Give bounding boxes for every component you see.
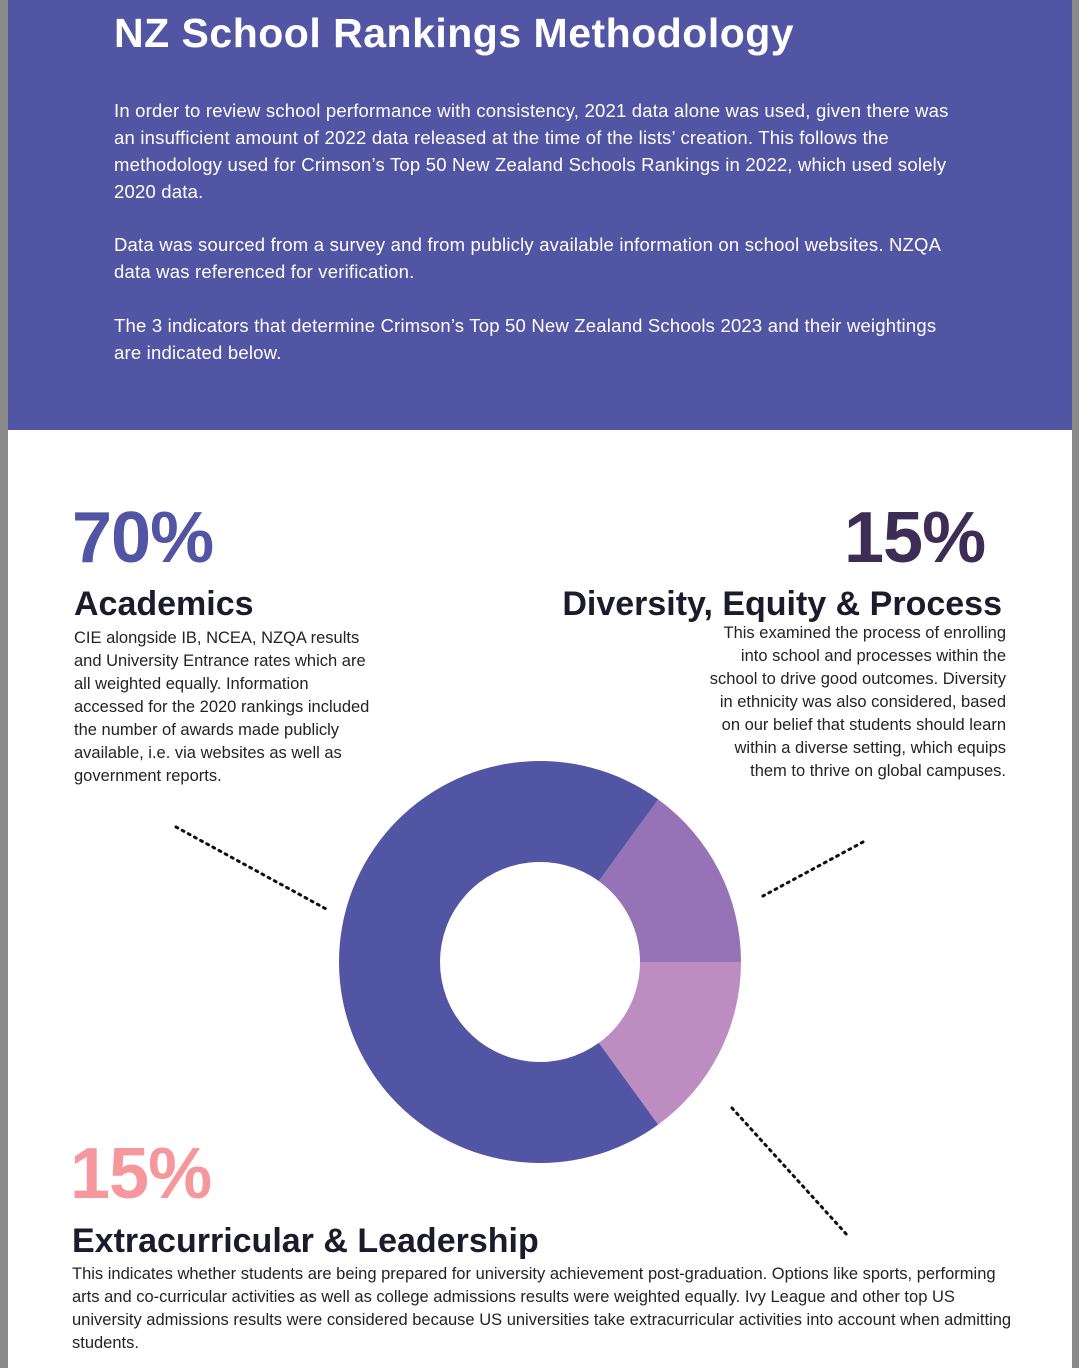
source-paragraph: Data was sourced from a survey and from … <box>114 234 941 282</box>
diversity-description: This examined the process of enrolling i… <box>709 624 1006 780</box>
weighting-donut-chart <box>174 760 865 1238</box>
intro-paragraph: In order to review school performance wi… <box>114 100 949 202</box>
page-title: NZ School Rankings Methodology <box>114 10 795 56</box>
academics-leader-line <box>174 825 330 912</box>
extracurricular-heading: Extracurricular & Leadership <box>72 1222 539 1260</box>
header-banner: NZ School Rankings Methodology In order … <box>8 0 1072 430</box>
academics-percent: 70% <box>72 498 214 578</box>
academics-heading: Academics <box>74 585 254 623</box>
page: NZ School Rankings Methodology In order … <box>8 0 1072 1368</box>
extracurricular-slice <box>598 962 741 1125</box>
indicators-paragraph: The 3 indicators that determine Crimson’… <box>114 315 937 363</box>
extracurricular-leader-line <box>730 1106 850 1238</box>
extracurricular-description: This indicates whether students are bein… <box>72 1265 1012 1352</box>
academics-description: CIE alongside IB, NCEA, NZQA results and… <box>74 629 370 785</box>
diversity-leader-line <box>761 840 865 898</box>
diversity-slice <box>598 799 741 962</box>
extracurricular-percent: 15% <box>70 1134 212 1214</box>
diversity-percent: 15% <box>844 498 986 578</box>
diversity-heading: Diversity, Equity & Process <box>562 585 1002 623</box>
donut-slices <box>339 760 741 1163</box>
academics-slice <box>339 760 659 1163</box>
